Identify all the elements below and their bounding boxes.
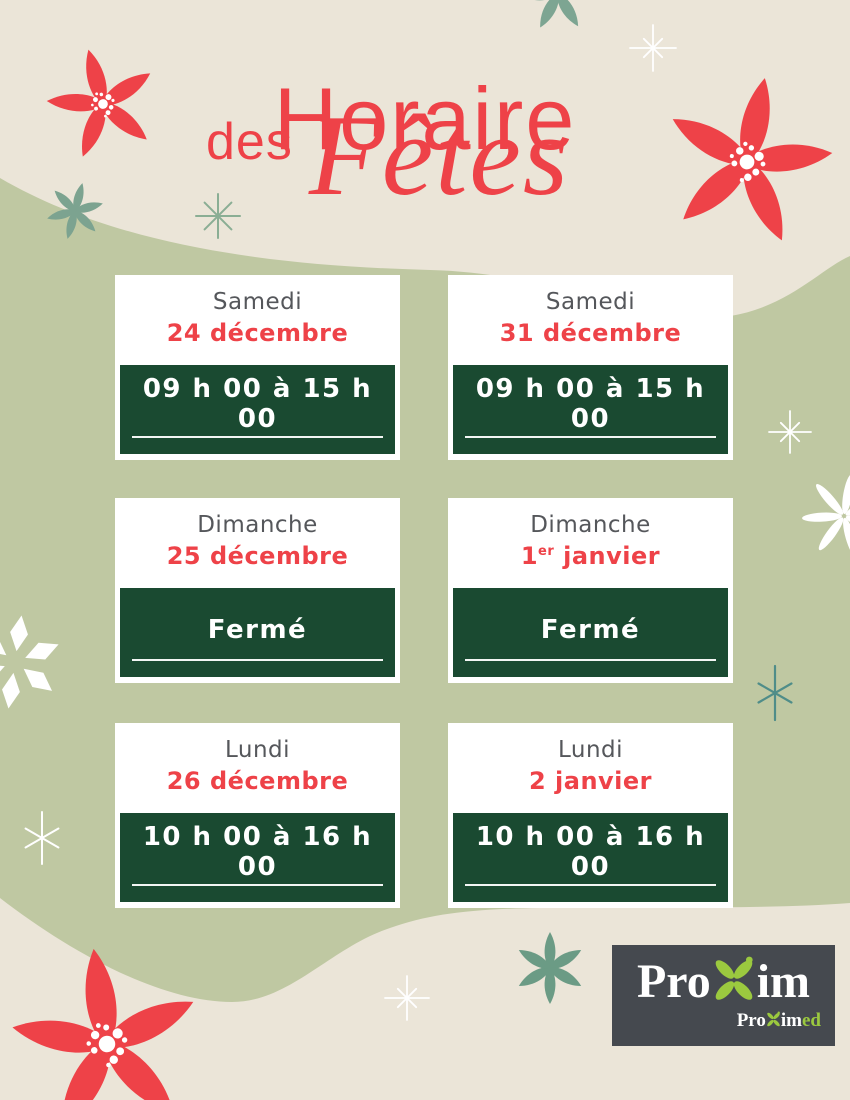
date-label: 1er janvier xyxy=(448,541,733,572)
hours-label: Fermé xyxy=(207,614,308,645)
hours-underline xyxy=(132,436,383,438)
day-label: Lundi xyxy=(224,737,291,763)
teal-flower-top-icon xyxy=(519,0,583,31)
hours-label: Fermé xyxy=(540,614,641,645)
date-text-post: janvier xyxy=(554,541,661,570)
day-label: Samedi xyxy=(212,289,303,315)
teal-star-right-icon xyxy=(757,664,793,722)
schedule-card-dec26: Lundi 26 décembre 10 h 00 à 16 h 00 xyxy=(115,723,400,908)
date-label: 26 décembre xyxy=(115,766,400,797)
tagline-mid: im xyxy=(780,1010,802,1031)
day-label: Lundi xyxy=(557,737,624,763)
schedule-card-dec24: Samedi 24 décembre 09 h 00 à 15 h 00 xyxy=(115,275,400,460)
date-text: 26 décembre xyxy=(166,766,349,795)
date-label: 24 décembre xyxy=(115,318,400,349)
hours-underline xyxy=(465,436,716,438)
date-text: 24 décembre xyxy=(166,318,349,347)
white-star-left-icon xyxy=(24,811,60,865)
white-sparkle-top-icon xyxy=(629,24,677,72)
schedule-card-dec31: Samedi 31 décembre 09 h 00 à 15 h 00 xyxy=(448,275,733,460)
tagline-suffix: ed xyxy=(802,1010,821,1031)
schedule-card-dec25: Dimanche 25 décembre Fermé xyxy=(115,498,400,683)
hours-panel: 09 h 00 à 15 h 00 xyxy=(453,365,728,454)
hours-panel: 10 h 00 à 16 h 00 xyxy=(120,813,395,902)
hours-panel: Fermé xyxy=(120,588,395,677)
date-text: 25 décembre xyxy=(166,541,349,570)
hours-panel: Fermé xyxy=(453,588,728,677)
day-label: Dimanche xyxy=(530,512,651,538)
proxim-wordmark: Pro im xyxy=(612,955,835,1009)
date-sup: er xyxy=(538,543,555,559)
date-label: 31 décembre xyxy=(448,318,733,349)
proxim-logo-box: Pro im Pro im ed xyxy=(612,945,835,1046)
teal-star-icon xyxy=(195,193,241,239)
hours-underline xyxy=(132,884,383,886)
schedule-card-jan1: Dimanche 1er janvier Fermé xyxy=(448,498,733,683)
hours-label: 09 h 00 à 15 h 00 xyxy=(475,373,706,434)
teal-flower-bottom-icon xyxy=(516,932,584,1004)
subtitle-script: Fêtes xyxy=(308,92,571,220)
hours-label: 09 h 00 à 15 h 00 xyxy=(142,373,373,434)
page-subtitle: des Fêtes xyxy=(206,95,570,218)
brand-prefix: Pro xyxy=(636,955,711,1008)
hours-label: 10 h 00 à 16 h 00 xyxy=(475,821,706,882)
hours-underline xyxy=(132,659,383,661)
proximed-tagline: Pro im ed xyxy=(737,1011,821,1030)
hours-panel: 09 h 00 à 15 h 00 xyxy=(120,365,395,454)
brand-suffix: im xyxy=(756,955,811,1008)
date-text: 1 xyxy=(520,541,539,570)
white-flower-right-icon xyxy=(802,474,850,557)
day-label: Samedi xyxy=(545,289,636,315)
white-sparkle-right-icon xyxy=(768,410,812,454)
proxim-x-leaf-icon xyxy=(715,956,753,1000)
date-text: 2 janvier xyxy=(528,766,653,795)
hours-underline xyxy=(465,884,716,886)
subtitle-prefix: des xyxy=(206,113,293,171)
schedule-card-jan2: Lundi 2 janvier 10 h 00 à 16 h 00 xyxy=(448,723,733,908)
tagline-prefix: Pro xyxy=(736,1010,766,1031)
date-label: 25 décembre xyxy=(115,541,400,572)
day-label: Dimanche xyxy=(197,512,318,538)
hours-panel: 10 h 00 à 16 h 00 xyxy=(453,813,728,902)
page-title: Horaire xyxy=(273,68,577,168)
date-text: 31 décembre xyxy=(499,318,682,347)
hours-label: 10 h 00 à 16 h 00 xyxy=(142,821,373,882)
hours-underline xyxy=(465,659,716,661)
white-sparkle-bottom-icon xyxy=(384,975,430,1021)
date-label: 2 janvier xyxy=(448,766,733,797)
proximed-x-leaf-icon xyxy=(767,1011,780,1027)
